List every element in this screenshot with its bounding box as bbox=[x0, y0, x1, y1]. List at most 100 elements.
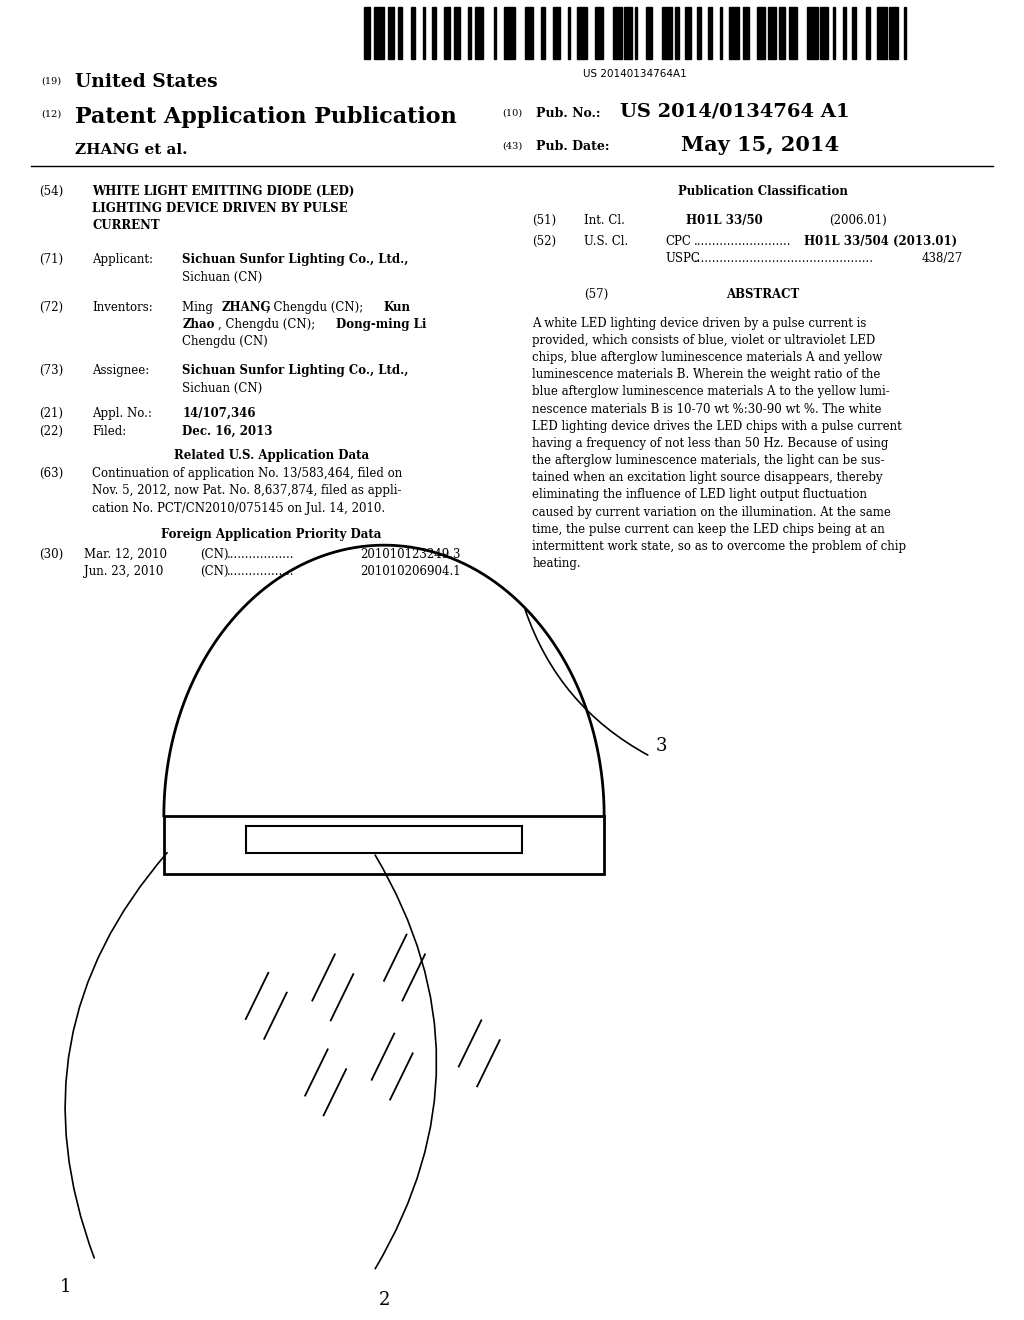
Text: USPC: USPC bbox=[666, 252, 700, 265]
Text: ..................: .................. bbox=[227, 565, 295, 578]
Bar bbox=[568, 7, 570, 59]
Bar bbox=[662, 7, 672, 59]
Text: Filed:: Filed: bbox=[92, 425, 126, 438]
Bar bbox=[542, 7, 546, 59]
Text: the afterglow luminescence materials, the light can be sus-: the afterglow luminescence materials, th… bbox=[532, 454, 885, 467]
Bar bbox=[475, 7, 483, 59]
Bar bbox=[843, 7, 846, 59]
Text: (2006.01): (2006.01) bbox=[829, 214, 887, 227]
Text: (CN): (CN) bbox=[200, 548, 228, 561]
Text: caused by current variation on the illumination. At the same: caused by current variation on the illum… bbox=[532, 506, 891, 519]
Text: Pub. Date:: Pub. Date: bbox=[536, 140, 609, 153]
Text: Continuation of application No. 13/583,464, filed on: Continuation of application No. 13/583,4… bbox=[92, 467, 402, 480]
Text: Int. Cl.: Int. Cl. bbox=[584, 214, 625, 227]
Text: (51): (51) bbox=[532, 214, 557, 227]
Text: 3: 3 bbox=[655, 737, 667, 755]
Bar bbox=[685, 7, 691, 59]
Text: luminescence materials B. Wherein the weight ratio of the: luminescence materials B. Wherein the we… bbox=[532, 368, 881, 381]
Text: Dong-ming Li: Dong-ming Li bbox=[336, 318, 426, 331]
Text: CURRENT: CURRENT bbox=[92, 219, 160, 232]
Bar bbox=[778, 7, 784, 59]
Text: H01L 33/50: H01L 33/50 bbox=[686, 214, 763, 227]
Bar bbox=[807, 7, 817, 59]
Text: ..........................: .......................... bbox=[694, 235, 792, 248]
Bar bbox=[398, 7, 402, 59]
Bar bbox=[757, 7, 765, 59]
Text: (63): (63) bbox=[39, 467, 63, 480]
Bar bbox=[708, 7, 712, 59]
Bar bbox=[625, 7, 633, 59]
Text: 14/107,346: 14/107,346 bbox=[182, 407, 256, 420]
Text: (43): (43) bbox=[502, 141, 522, 150]
Text: (30): (30) bbox=[39, 548, 63, 561]
Bar bbox=[889, 7, 897, 59]
Bar bbox=[852, 7, 856, 59]
Text: U.S. Cl.: U.S. Cl. bbox=[584, 235, 628, 248]
Bar bbox=[866, 7, 870, 59]
Bar bbox=[595, 7, 603, 59]
Text: time, the pulse current can keep the LED chips being at an: time, the pulse current can keep the LED… bbox=[532, 523, 885, 536]
Text: Sichuan Sunfor Lighting Co., Ltd.,: Sichuan Sunfor Lighting Co., Ltd., bbox=[182, 364, 409, 378]
Text: May 15, 2014: May 15, 2014 bbox=[681, 135, 839, 154]
Text: chips, blue afterglow luminescence materials A and yellow: chips, blue afterglow luminescence mater… bbox=[532, 351, 883, 364]
Bar bbox=[423, 7, 426, 59]
Bar bbox=[455, 7, 461, 59]
Text: United States: United States bbox=[75, 73, 217, 91]
Text: Jun. 23, 2010: Jun. 23, 2010 bbox=[84, 565, 164, 578]
Text: Pub. No.:: Pub. No.: bbox=[536, 107, 600, 120]
Bar bbox=[697, 7, 701, 59]
Text: Publication Classification: Publication Classification bbox=[678, 185, 848, 198]
Text: eliminating the influence of LED light output fluctuation: eliminating the influence of LED light o… bbox=[532, 488, 867, 502]
Bar bbox=[635, 7, 637, 59]
Text: ..................: .................. bbox=[227, 548, 295, 561]
Text: (52): (52) bbox=[532, 235, 557, 248]
Text: intermittent work state, so as to overcome the problem of chip: intermittent work state, so as to overco… bbox=[532, 540, 906, 553]
Text: cation No. PCT/CN2010/075145 on Jul. 14, 2010.: cation No. PCT/CN2010/075145 on Jul. 14,… bbox=[92, 502, 385, 515]
Text: (54): (54) bbox=[39, 185, 63, 198]
Text: 438/27: 438/27 bbox=[922, 252, 963, 265]
Bar bbox=[720, 7, 722, 59]
Bar bbox=[645, 7, 651, 59]
Bar bbox=[820, 7, 828, 59]
Bar bbox=[768, 7, 776, 59]
Text: , Chengdu (CN);: , Chengdu (CN); bbox=[218, 318, 319, 331]
Text: US 2014/0134764 A1: US 2014/0134764 A1 bbox=[620, 103, 849, 121]
Bar bbox=[728, 7, 738, 59]
Text: Assignee:: Assignee: bbox=[92, 364, 150, 378]
Bar bbox=[164, 816, 604, 874]
Text: ABSTRACT: ABSTRACT bbox=[726, 288, 800, 301]
Text: Foreign Application Priority Data: Foreign Application Priority Data bbox=[161, 528, 382, 541]
Bar bbox=[577, 7, 587, 59]
Text: (12): (12) bbox=[41, 110, 61, 119]
Text: (10): (10) bbox=[502, 108, 522, 117]
Bar bbox=[388, 7, 394, 59]
Text: (CN): (CN) bbox=[200, 565, 228, 578]
Text: 1: 1 bbox=[59, 1278, 71, 1296]
Text: (19): (19) bbox=[41, 77, 61, 86]
Text: 201010123249.3: 201010123249.3 bbox=[360, 548, 461, 561]
Bar bbox=[877, 7, 887, 59]
Text: having a frequency of not less than 50 Hz. Because of using: having a frequency of not less than 50 H… bbox=[532, 437, 889, 450]
Bar bbox=[833, 7, 835, 59]
Text: Sichuan (CN): Sichuan (CN) bbox=[182, 381, 262, 395]
Text: nescence materials B is 10-70 wt %:30-90 wt %. The white: nescence materials B is 10-70 wt %:30-90… bbox=[532, 403, 882, 416]
Text: (71): (71) bbox=[39, 253, 63, 267]
Bar bbox=[505, 7, 515, 59]
Text: Sichuan (CN): Sichuan (CN) bbox=[182, 271, 262, 284]
Text: Kun: Kun bbox=[383, 301, 410, 314]
Text: (22): (22) bbox=[39, 425, 62, 438]
Text: CPC: CPC bbox=[666, 235, 691, 248]
Text: tained when an excitation light source disappears, thereby: tained when an excitation light source d… bbox=[532, 471, 883, 484]
Text: (57): (57) bbox=[584, 288, 608, 301]
Text: (21): (21) bbox=[39, 407, 62, 420]
Text: A white LED lighting device driven by a pulse current is: A white LED lighting device driven by a … bbox=[532, 317, 867, 330]
Bar bbox=[613, 7, 622, 59]
Text: LIGHTING DEVICE DRIVEN BY PULSE: LIGHTING DEVICE DRIVEN BY PULSE bbox=[92, 202, 348, 215]
Text: heating.: heating. bbox=[532, 557, 581, 570]
Text: Related U.S. Application Data: Related U.S. Application Data bbox=[174, 449, 369, 462]
Text: (72): (72) bbox=[39, 301, 63, 314]
Bar bbox=[675, 7, 679, 59]
Text: Sichuan Sunfor Lighting Co., Ltd.,: Sichuan Sunfor Lighting Co., Ltd., bbox=[182, 253, 409, 267]
Bar bbox=[554, 7, 560, 59]
Bar bbox=[444, 7, 451, 59]
